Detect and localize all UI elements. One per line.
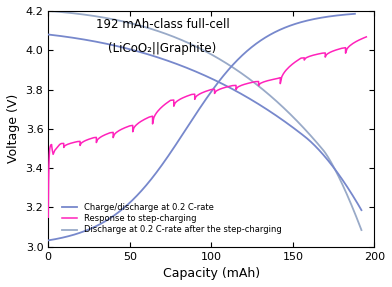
- Legend: Charge/discharge at 0.2 C-rate, Response to step-charging, Discharge at 0.2 C-ra: Charge/discharge at 0.2 C-rate, Response…: [59, 200, 285, 238]
- Text: (LiCoO₂||Graphite): (LiCoO₂||Graphite): [108, 42, 216, 55]
- X-axis label: Capacity (mAh): Capacity (mAh): [163, 267, 260, 280]
- Y-axis label: Voltage (V): Voltage (V): [7, 94, 20, 163]
- Text: 192 mAh-class full-cell: 192 mAh-class full-cell: [96, 18, 229, 31]
